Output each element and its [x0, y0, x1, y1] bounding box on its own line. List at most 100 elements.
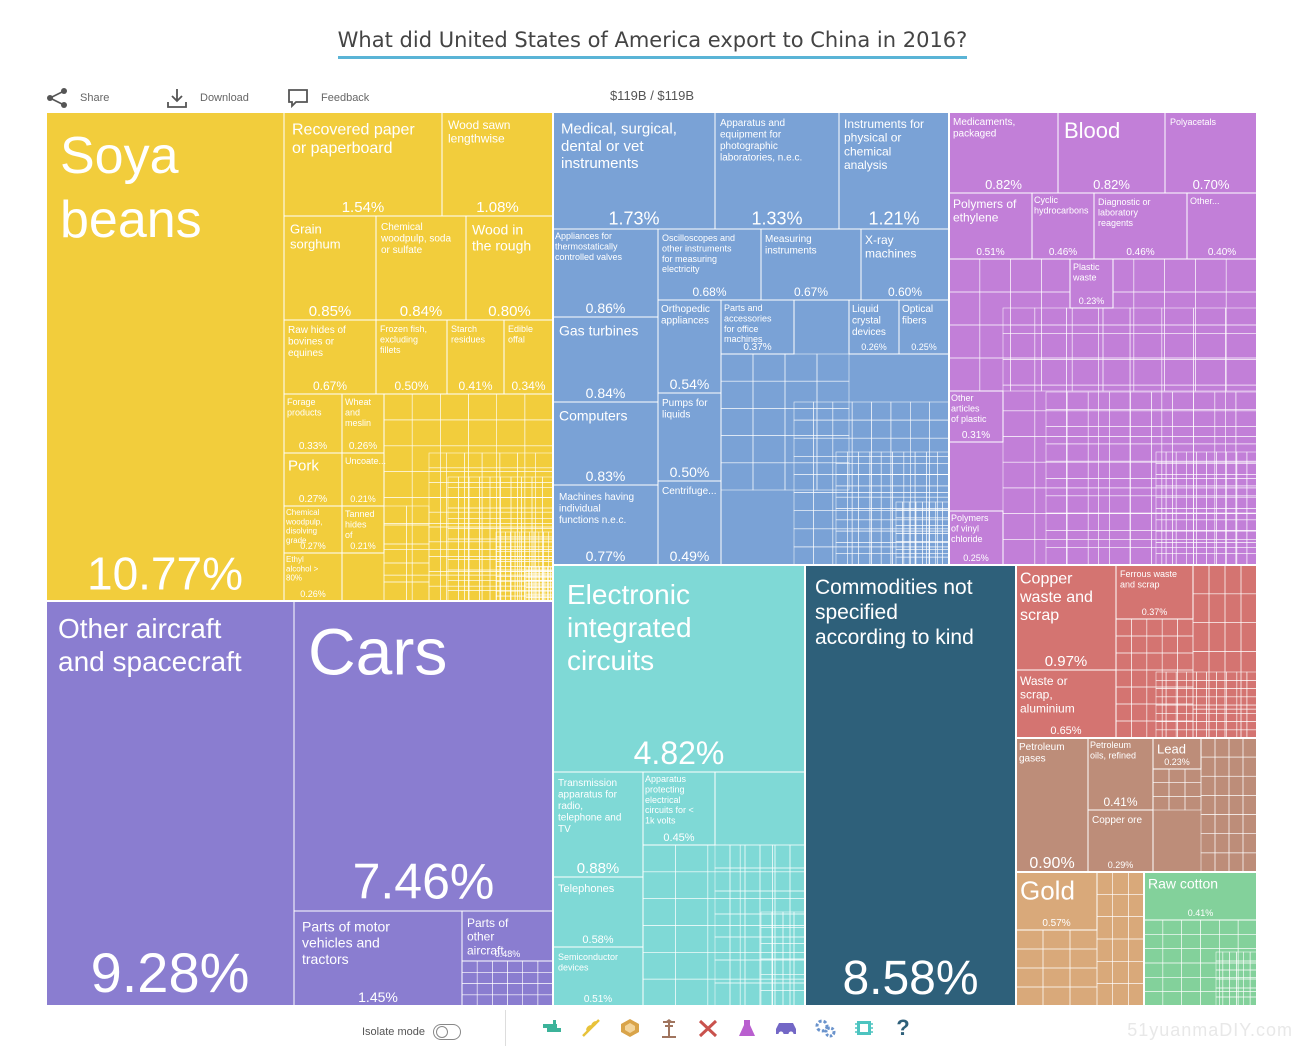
- tile-label-wood-in-the-rough: the rough: [472, 238, 531, 254]
- tile-percent-centrifuge: 0.49%: [670, 548, 710, 564]
- tile-label-orthopedic-appliances: appliances: [661, 316, 709, 327]
- tile-percent-polyacetals: 0.70%: [1193, 177, 1230, 192]
- tile-label-semiconductor-devices: devices: [558, 963, 589, 973]
- tile-percent-transmission-apparatus-for-radio-telephone-and-tv: 0.88%: [577, 860, 620, 877]
- tile-percent-other: 0.40%: [1208, 247, 1236, 258]
- tile-percent-soya-beans: 10.77%: [87, 548, 243, 600]
- tile-label-diagnostic-or-laboratory-reagents: reagents: [1098, 218, 1134, 228]
- tile-starch-residues: [446, 319, 505, 395]
- tile-label-instruments-for-physical-or-chemical-analysis: physical or: [844, 131, 901, 145]
- tile-percent-cyclic-hydrocarbons: 0.46%: [1049, 247, 1077, 258]
- vegetables-icon[interactable]: [577, 1016, 605, 1040]
- tile-label-machines-having-individual-functions-n-e-c: functions n.e.c.: [559, 515, 626, 526]
- watermark: 51yuanmaDIY.com: [1127, 1020, 1293, 1040]
- isolate-mode-toggle[interactable]: [432, 1024, 461, 1040]
- tile-cars: [293, 600, 554, 912]
- tile-label-polymers-of-vinyl-chloride: Polymers: [951, 513, 989, 523]
- tile-plastic-waste: [1069, 258, 1114, 309]
- tile-label-oscilloscopes-and-other-instruments-for-measuring-electricity: Oscilloscopes and: [662, 233, 735, 243]
- tile-label-ferrous-waste-and-scrap: Ferrous waste: [1120, 569, 1177, 579]
- tile-label-cars: Cars: [308, 614, 447, 688]
- tile-percent-raw-hides-of-bovines-or-equines: 0.67%: [313, 379, 347, 393]
- tile-label-edible-offal: Edible: [508, 324, 533, 334]
- tile-label-petroleum-gases: gases: [1019, 754, 1046, 765]
- tile-label-ethyl-alcohol-80: Ethyl: [286, 555, 304, 564]
- tile-label-ethyl-alcohol-80: 80%: [286, 574, 302, 583]
- tile-percent-forage-products: 0.33%: [299, 441, 327, 452]
- tile-pumps-for-liquids: [657, 392, 722, 482]
- tile-parts-of-other-aircraft: [461, 910, 554, 962]
- tile-label-chemical-woodpulp-disolving-grade: Chemical: [286, 508, 320, 517]
- tile-label-cyclic-hydrocarbons: Cyclic: [1034, 195, 1058, 205]
- tile-label-x-ray-machines: machines: [865, 247, 916, 261]
- tile-percent-cars: 7.46%: [353, 854, 495, 910]
- tile-label-oscilloscopes-and-other-instruments-for-measuring-electricity: electricity: [662, 264, 700, 274]
- metals-icon[interactable]: [694, 1016, 722, 1040]
- tile-label-copper-waste-and-scrap: Copper: [1020, 570, 1073, 587]
- minerals-icon[interactable]: [655, 1016, 683, 1040]
- chart-title: What did United States of America export…: [0, 28, 1305, 59]
- isolate-mode-control[interactable]: Isolate mode: [362, 1024, 461, 1040]
- tile-label-commodities-not-specified-according-to-kind: specified: [815, 601, 898, 624]
- tile-polymers-of-vinyl-chloride: [948, 510, 1004, 566]
- tile-percent-oscilloscopes-and-other-instruments-for-measuring-electricity: 0.68%: [692, 285, 726, 299]
- tile-label-apparatus-protecting-electrical-circuits-for-1k-volts: Apparatus: [645, 774, 687, 784]
- tile-medicaments-packaged: [948, 112, 1059, 194]
- tile-percent-medical-surgical-dental-or-vet-instruments: 1.73%: [608, 209, 659, 229]
- machinery-icon[interactable]: [811, 1016, 839, 1040]
- tile-percent-machines-having-individual-functions-n-e-c: 0.77%: [586, 548, 626, 564]
- tile-percent-medicaments-packaged: 0.82%: [985, 177, 1022, 192]
- tile-label-electronic-integrated-circuits: integrated: [567, 612, 692, 643]
- tile-label-recovered-paper-or-paperboard: or paperboard: [292, 140, 393, 157]
- tile-label-starch-residues: residues: [451, 334, 486, 344]
- tile-cyclic-hydrocarbons: [1031, 192, 1095, 260]
- animal-products-icon[interactable]: [616, 1016, 644, 1040]
- tile-percent-wood-in-the-rough: 0.80%: [488, 303, 531, 320]
- vehicles-icon[interactable]: [772, 1016, 800, 1040]
- textiles-icon[interactable]: [538, 1016, 566, 1040]
- download-button[interactable]: Download: [166, 86, 249, 110]
- unknown-icon[interactable]: ?: [889, 1016, 917, 1040]
- feedback-button[interactable]: Feedback: [287, 86, 369, 110]
- tile-ethyl-alcohol-80: [283, 552, 343, 602]
- tile-label-parts-and-accessories-for-office-machines: machines: [724, 334, 763, 344]
- tile-percent-orthopedic-appliances: 0.54%: [670, 376, 710, 392]
- tile-label-forage-products: Forage: [287, 397, 316, 407]
- tile-label-parts-and-accessories-for-office-machines: for office: [724, 324, 758, 334]
- tile-percent-optical-fibers: 0.25%: [911, 342, 937, 352]
- tile-label-waste-or-scrap-aluminium: aluminium: [1020, 701, 1075, 715]
- tile-label-wheat-and-meslin: and: [345, 408, 360, 418]
- tile-label-other-articles-of-plastic: Other: [951, 393, 974, 403]
- tile-label-raw-hides-of-bovines-or-equines: bovines or: [288, 337, 335, 348]
- tile-label-other-articles-of-plastic: articles: [951, 404, 980, 414]
- tile-label-recovered-paper-or-paperboard: Recovered paper: [292, 121, 415, 138]
- share-button[interactable]: Share: [46, 86, 109, 110]
- tile-label-ethyl-alcohol-80: alcohol >: [286, 564, 319, 573]
- tile-label-parts-of-motor-vehicles-and-tractors: tractors: [302, 951, 349, 967]
- share-icon: [47, 88, 67, 108]
- tile-percent-wood-sawn-lengthwise: 1.08%: [476, 199, 519, 216]
- tile-label-apparatus-and-equipment-for-photographic-laboratories-n-e-c: laboratories, n.e.c.: [720, 153, 802, 164]
- tile-label-chemical-woodpulp-soda-or-sulfate: or sulfate: [381, 245, 423, 256]
- tile-percent-apparatus-protecting-electrical-circuits-for-1k-volts: 0.45%: [663, 832, 694, 844]
- tile-label-machines-having-individual-functions-n-e-c: Machines having: [559, 492, 634, 503]
- tile-wood-in-the-rough: [465, 215, 554, 321]
- tile-gas-turbines: [552, 316, 659, 403]
- tile-percent-telephones: 0.58%: [582, 934, 613, 946]
- tile-percent-chemical-woodpulp-disolving-grade: 0.27%: [300, 541, 326, 551]
- tile-label-edible-offal: offal: [508, 334, 525, 344]
- tile-label-tanned-hides-of-bovine: Tanned: [345, 509, 375, 519]
- electronics-icon[interactable]: [850, 1016, 878, 1040]
- tile-ferrous-waste-and-scrap: [1115, 564, 1194, 620]
- tile-pork: [283, 452, 343, 507]
- chemicals-icon[interactable]: [733, 1016, 761, 1040]
- tile-label-cyclic-hydrocarbons: hydrocarbons: [1034, 205, 1089, 215]
- tile-label-grain-sorghum: sorghum: [290, 237, 341, 252]
- tile-label-optical-fibers: fibers: [902, 316, 926, 327]
- category-icon-bar: ?: [538, 1016, 917, 1040]
- tile-label-raw-cotton: Raw cotton: [1148, 876, 1218, 892]
- tile-percent-grain-sorghum: 0.85%: [309, 303, 352, 320]
- tile-recovered-paper-or-paperboard: [283, 112, 443, 217]
- tile-label-wood-sawn-lengthwise: Wood sawn: [448, 118, 510, 132]
- group-border-textiles: [1143, 871, 1257, 1006]
